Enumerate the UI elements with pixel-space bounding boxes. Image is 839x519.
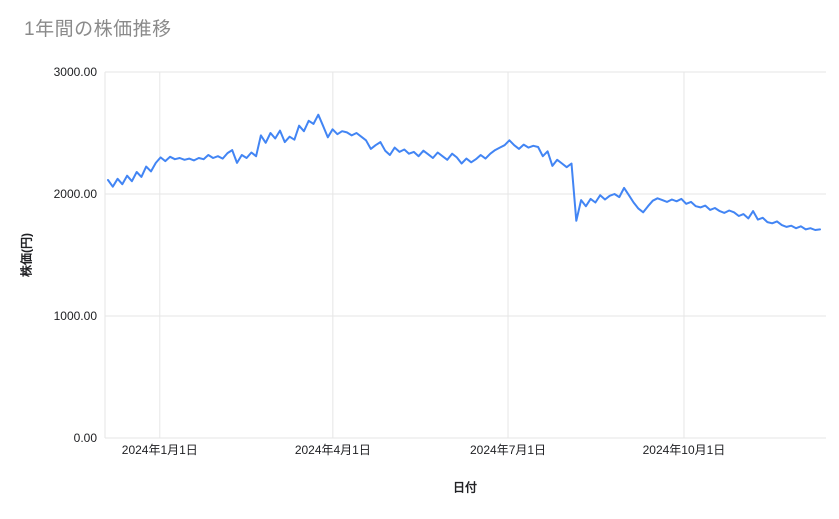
- x-axis-title: 日付: [452, 480, 478, 495]
- y-tick-label: 3000.00: [54, 65, 98, 79]
- x-tick-label: 2024年1月1日: [122, 443, 198, 457]
- y-tick-label: 1000.00: [54, 309, 98, 323]
- y-tick-label: 0.00: [74, 431, 98, 445]
- price-line-series: [107, 113, 821, 231]
- x-tick-label: 2024年10月1日: [643, 443, 726, 457]
- x-tick-label: 2024年7月1日: [470, 443, 546, 457]
- x-tick-label: 2024年4月1日: [295, 443, 371, 457]
- y-tick-label: 2000.00: [54, 187, 98, 201]
- chart-title: 1年間の株価推移: [24, 19, 172, 40]
